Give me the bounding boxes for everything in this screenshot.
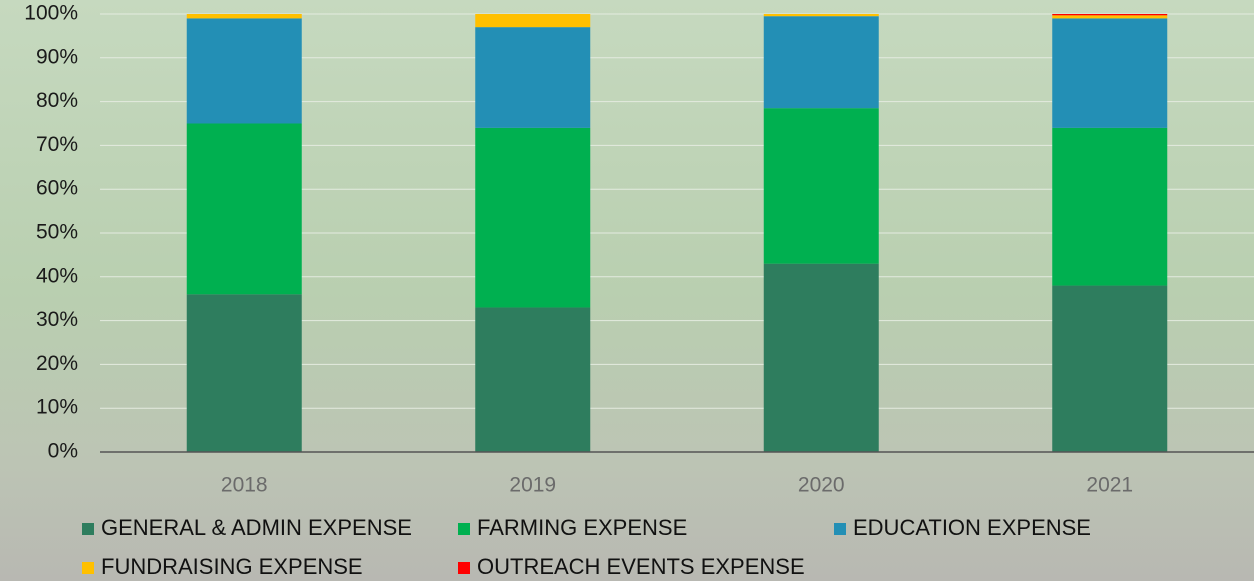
y-tick-label: 40% <box>36 264 78 287</box>
y-tick-label: 20% <box>36 352 78 375</box>
bar-segment <box>475 127 591 308</box>
y-tick-label: 80% <box>36 89 78 112</box>
x-tick-label: 2019 <box>509 474 556 497</box>
y-tick-label: 70% <box>36 133 78 156</box>
legend-label: FARMING EXPENSE <box>477 515 687 540</box>
legend-label: GENERAL & ADMIN EXPENSE <box>101 515 412 540</box>
bar-segment <box>475 27 591 128</box>
bar-segment <box>763 263 879 452</box>
bar-segment <box>1052 285 1168 452</box>
legend-label: OUTREACH EVENTS EXPENSE <box>477 554 805 579</box>
legend-label: FUNDRAISING EXPENSE <box>101 554 363 579</box>
x-tick-label: 2018 <box>221 474 268 497</box>
bar-segment <box>475 307 591 452</box>
bar-segment <box>1052 18 1168 128</box>
x-tick-label: 2020 <box>798 474 845 497</box>
legend-swatch <box>458 523 470 535</box>
bar-segment <box>186 294 302 452</box>
legend-swatch <box>458 562 470 574</box>
y-tick-label: 0% <box>48 440 78 463</box>
y-tick-label: 10% <box>36 396 78 419</box>
y-tick-label: 100% <box>24 2 78 25</box>
y-tick-label: 60% <box>36 177 78 200</box>
bar-segment <box>763 108 879 264</box>
legend-swatch <box>834 523 846 535</box>
bar-segment <box>186 18 302 124</box>
y-tick-label: 90% <box>36 45 78 68</box>
bar-segment <box>1052 15 1168 19</box>
x-tick-label: 2021 <box>1086 474 1133 497</box>
legend-swatch <box>82 523 94 535</box>
legend-swatch <box>82 562 94 574</box>
bar-segment <box>763 14 879 17</box>
bar-segment <box>1052 127 1168 286</box>
bar-segment <box>186 123 302 295</box>
bar-segment <box>475 14 591 28</box>
legend-label: EDUCATION EXPENSE <box>853 515 1091 540</box>
bar-segment <box>763 16 879 109</box>
bar-segment <box>186 14 302 19</box>
y-tick-label: 30% <box>36 308 78 331</box>
bar-segment <box>1052 14 1168 16</box>
y-tick-label: 50% <box>36 221 78 244</box>
